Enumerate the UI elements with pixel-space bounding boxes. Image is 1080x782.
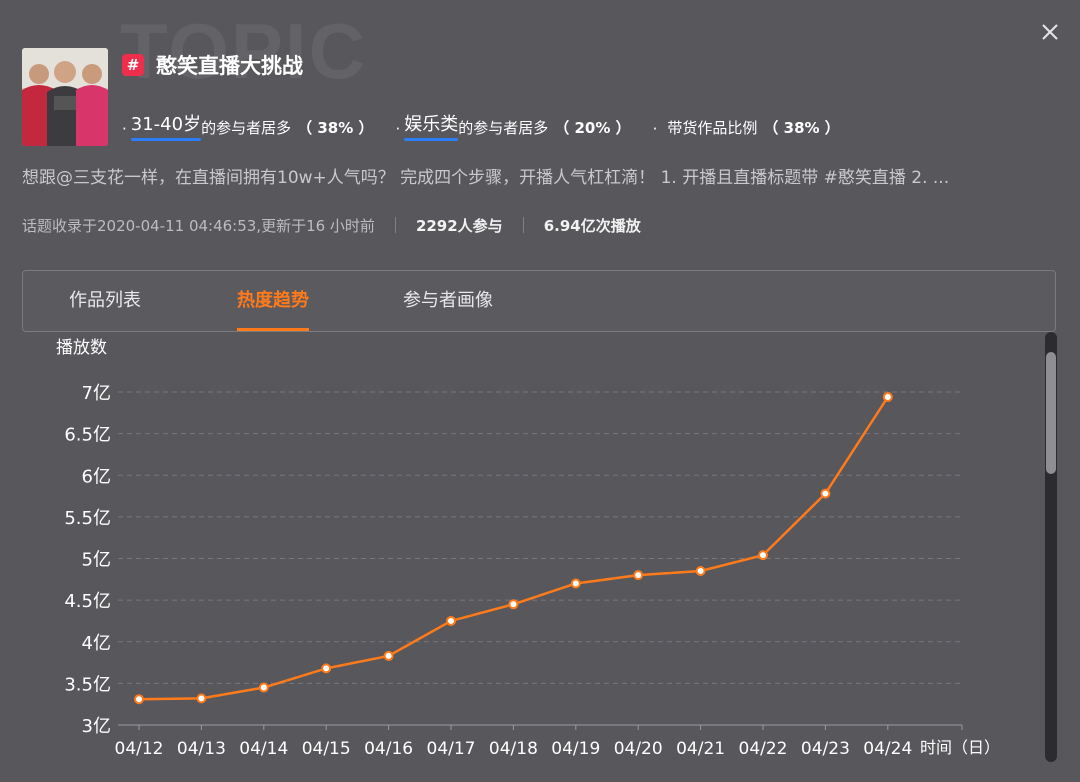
topic-watermark: TOPIC <box>120 7 367 95</box>
y-tick-label: 5亿 <box>82 550 111 571</box>
stats-row: · 31-40岁 的参与者居多 （ 38% ） · 娱乐类 的参与者居多 （ 2… <box>122 110 862 141</box>
data-point <box>134 694 144 705</box>
stat-age: · 31-40岁 的参与者居多 （ 38% ） <box>122 110 374 141</box>
stat-age-highlight: 31-40岁 <box>130 110 202 141</box>
data-point <box>633 570 644 581</box>
topic-description: 想跟@三支花一样，在直播间拥有10w+人气吗？ 完成四个步骤，开播人气杠杠滴！ … <box>22 168 950 188</box>
x-tick-label: 04/13 <box>177 739 226 759</box>
stat-age-percent: （ 38% ） <box>297 119 374 137</box>
y-tick-label: 3.5亿 <box>64 674 111 695</box>
participants-count: 2292人参与 <box>415 216 503 235</box>
x-tick-label: 04/16 <box>364 739 413 759</box>
data-point <box>321 663 332 674</box>
data-point <box>758 550 768 561</box>
tab-participant-profile[interactable]: 参与者画像 <box>403 290 493 311</box>
collected-time: 话题收录于2020-04-11 04:46:53,更新于16 小时前 <box>22 216 375 235</box>
x-tick-label: 04/15 <box>302 739 351 759</box>
heat-trend-chart: 3亿 3.5亿 4亿 4.5亿 5亿 5.5亿 6亿 6.5亿 7亿 04/12 04/13 04/1… <box>64 383 1000 759</box>
stat-commerce-text: 带货作品比例 <box>667 119 758 137</box>
tab-bar: 作品列表 热度趋势 参与者画像 <box>22 270 1056 332</box>
data-point <box>820 488 831 499</box>
series-line <box>138 396 889 701</box>
tab-works-list[interactable]: 作品列表 <box>69 290 141 311</box>
x-tick-label: 04/19 <box>551 739 600 759</box>
y-tick-label: 4.5亿 <box>64 591 111 612</box>
x-tick-label: 04/22 <box>739 739 788 759</box>
scrollbar-thumb[interactable] <box>1046 352 1056 474</box>
close-icon[interactable] <box>1036 18 1064 46</box>
data-point <box>383 650 394 661</box>
data-point <box>882 391 893 402</box>
x-tick-label: 04/24 <box>863 739 912 759</box>
stat-category-highlight: 娱乐类 <box>404 110 459 141</box>
plays-count: 6.94亿次播放 <box>543 216 641 235</box>
x-tick-label: 04/20 <box>614 739 663 759</box>
stat-category-percent: （ 20% ） <box>554 119 631 137</box>
topic-title-row: # 憨笑直播大挑战 <box>122 50 303 80</box>
x-tick-label: 04/12 <box>115 739 164 759</box>
tab-heat-trend[interactable]: 热度趋势 <box>237 271 309 331</box>
x-tick-label: 04/14 <box>239 739 288 759</box>
x-tick-label: 04/18 <box>489 739 538 759</box>
stat-commerce: · 带货作品比例 （ 38% ） <box>652 119 840 138</box>
y-tick-label: 5.5亿 <box>64 508 111 529</box>
stat-age-text: 的参与者居多 <box>201 119 292 137</box>
hash-icon: # <box>122 54 144 76</box>
y-tick-label: 6.5亿 <box>64 425 111 446</box>
stat-category: · 娱乐类 的参与者居多 （ 20% ） <box>395 110 631 141</box>
x-tick-label: 04/23 <box>801 739 850 759</box>
chart-y-axis-title: 播放数 <box>56 338 107 358</box>
data-point <box>508 599 519 610</box>
meta-row: 话题收录于2020-04-11 04:46:53,更新于16 小时前 2292人… <box>22 213 641 237</box>
data-point <box>446 615 456 626</box>
y-tick-label: 3亿 <box>82 716 111 737</box>
data-point <box>258 682 269 693</box>
data-point <box>570 578 581 589</box>
x-axis-title: 时间（日） <box>920 738 1000 757</box>
y-tick-label: 6亿 <box>82 466 111 487</box>
x-tick-label: 04/17 <box>427 739 476 759</box>
stat-commerce-percent: （ 38% ） <box>763 119 840 137</box>
x-tick-label: 04/21 <box>676 739 725 759</box>
data-point <box>196 693 207 704</box>
data-point <box>695 565 706 576</box>
topic-title: 憨笑直播大挑战 <box>156 54 303 78</box>
divider <box>394 217 396 233</box>
y-tick-label: 7亿 <box>82 383 111 404</box>
divider <box>522 217 524 233</box>
avatar-photo <box>22 48 108 146</box>
stat-category-text: 的参与者居多 <box>458 119 549 137</box>
y-tick-label: 4亿 <box>82 633 111 654</box>
